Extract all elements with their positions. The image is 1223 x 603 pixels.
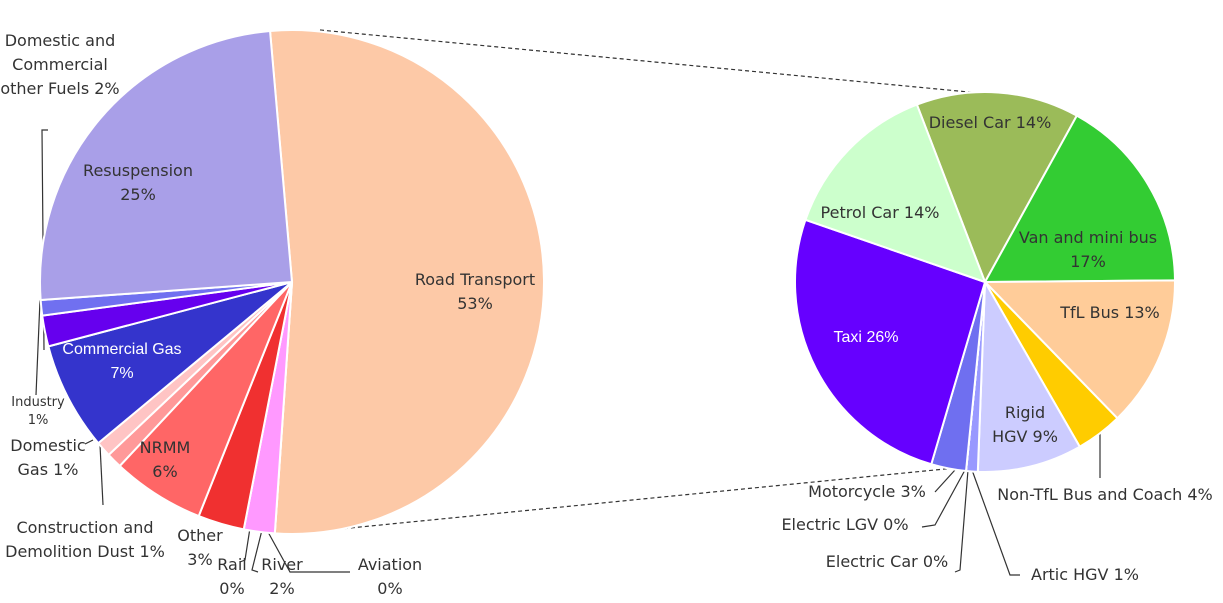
label-name: Petrol Car bbox=[820, 203, 899, 222]
slice bbox=[983, 114, 1176, 284]
label-value: 6% bbox=[152, 462, 178, 481]
leader bbox=[267, 531, 350, 573]
label-value: 2% bbox=[94, 79, 120, 98]
label-value: 13% bbox=[1124, 303, 1160, 322]
leader bbox=[251, 529, 263, 573]
label-value: 14% bbox=[1015, 113, 1052, 132]
label-name: Commercial Gas bbox=[62, 341, 182, 358]
slice-label: Motorcycle 3% bbox=[792, 480, 942, 504]
slice-label: NRMM 6% bbox=[130, 436, 200, 484]
label-name: Non-TfL Bus and Coach bbox=[997, 485, 1183, 504]
label-name: Resuspension bbox=[83, 161, 193, 180]
slice-label: Construction and Demolition Dust 1% bbox=[0, 516, 170, 564]
label-name: NRMM bbox=[139, 438, 191, 457]
label-name: Artic HGV bbox=[1031, 565, 1109, 584]
leader bbox=[954, 469, 969, 573]
slice bbox=[39, 29, 294, 302]
label-value: 1% bbox=[53, 460, 79, 479]
label-value: 0% bbox=[377, 579, 403, 598]
slice bbox=[268, 29, 545, 535]
slice-label: River 2% bbox=[252, 553, 312, 601]
label-name: Diesel Car bbox=[928, 113, 1011, 132]
slice-label: Electric LGV 0% bbox=[770, 513, 920, 537]
slice-label: Non-TfL Bus and Coach 4% bbox=[990, 483, 1220, 507]
slice-label: Van and mini bus 17% bbox=[1018, 226, 1158, 274]
label-value: 53% bbox=[457, 294, 493, 313]
label-name: Van and mini bus bbox=[1018, 228, 1158, 247]
label-value: 1% bbox=[1113, 565, 1139, 584]
leader bbox=[921, 469, 966, 528]
label-value: 26% bbox=[866, 329, 899, 346]
leader bbox=[99, 444, 104, 506]
slice-label: TfL Bus 13% bbox=[1045, 301, 1175, 325]
label-value: 14% bbox=[903, 203, 940, 222]
connector bbox=[329, 465, 976, 531]
leader bbox=[35, 299, 41, 396]
slice-label: Aviation 0% bbox=[345, 553, 435, 601]
slice-label: Domestic and Commercial other Fuels 2% bbox=[0, 29, 120, 101]
label-value: 2% bbox=[269, 579, 295, 598]
label-name: River bbox=[261, 555, 303, 574]
slice bbox=[976, 278, 1082, 473]
label-value: 25% bbox=[120, 185, 156, 204]
label-name: Electric LGV bbox=[781, 515, 879, 534]
label-name: Industry bbox=[11, 395, 65, 410]
label-name: TfL Bus bbox=[1060, 303, 1120, 322]
label-name: Construction and Demolition Dust bbox=[5, 518, 154, 561]
label-name: Aviation bbox=[357, 555, 423, 574]
label-value: 7% bbox=[110, 365, 134, 382]
label-name: Motorcycle bbox=[808, 482, 896, 501]
slice-label: Resuspension 25% bbox=[73, 159, 203, 207]
label-name: Electric Car bbox=[825, 552, 918, 571]
slice-label: Domestic Gas 1% bbox=[8, 434, 88, 482]
label-name: Other bbox=[177, 526, 223, 545]
label-value: 17% bbox=[1070, 252, 1106, 271]
label-name: Domestic Gas bbox=[10, 436, 86, 479]
slice-label: Other 3% bbox=[175, 524, 225, 572]
label-value: 3% bbox=[187, 550, 213, 569]
label-name: Taxi bbox=[833, 329, 862, 346]
label-value: 1% bbox=[139, 542, 165, 561]
leaders bbox=[35, 29, 1101, 576]
label-value: 3% bbox=[900, 482, 926, 501]
slice bbox=[794, 218, 987, 466]
label-value: 9% bbox=[1032, 427, 1058, 446]
label-name: Road Transport bbox=[414, 270, 536, 289]
label-name: Rigid HGV bbox=[992, 403, 1046, 446]
slice-label: Commercial Gas 7% bbox=[57, 338, 187, 386]
label-value: 0% bbox=[883, 515, 909, 534]
slice-label: Petrol Car 14% bbox=[810, 201, 950, 225]
slice bbox=[915, 91, 1079, 285]
label-name: Domestic and Commercial other Fuels bbox=[0, 31, 116, 98]
label-name: Rail bbox=[217, 555, 247, 574]
slice-label: Industry 1% bbox=[8, 394, 68, 430]
slice bbox=[47, 281, 293, 445]
slice-label: Diesel Car 14% bbox=[920, 111, 1060, 135]
slice-label: Rail 0% bbox=[212, 553, 252, 601]
label-value: 0% bbox=[922, 552, 949, 571]
connector bbox=[319, 29, 1001, 96]
slice bbox=[982, 279, 1176, 420]
slice-label: Taxi 26% bbox=[816, 326, 916, 350]
slice-label: Road Transport 53% bbox=[395, 268, 555, 316]
leader bbox=[239, 527, 251, 563]
slice-label: Artic HGV 1% bbox=[1015, 563, 1155, 587]
label-value: 1% bbox=[27, 413, 49, 428]
leader bbox=[971, 469, 1020, 576]
slice-label: Rigid HGV 9% bbox=[985, 401, 1065, 449]
slice bbox=[804, 103, 987, 284]
label-value: 0% bbox=[219, 579, 245, 598]
leader bbox=[84, 439, 94, 445]
leader bbox=[934, 469, 956, 493]
slice-label: Electric Car 0% bbox=[812, 550, 962, 574]
label-value: 4% bbox=[1187, 485, 1213, 504]
